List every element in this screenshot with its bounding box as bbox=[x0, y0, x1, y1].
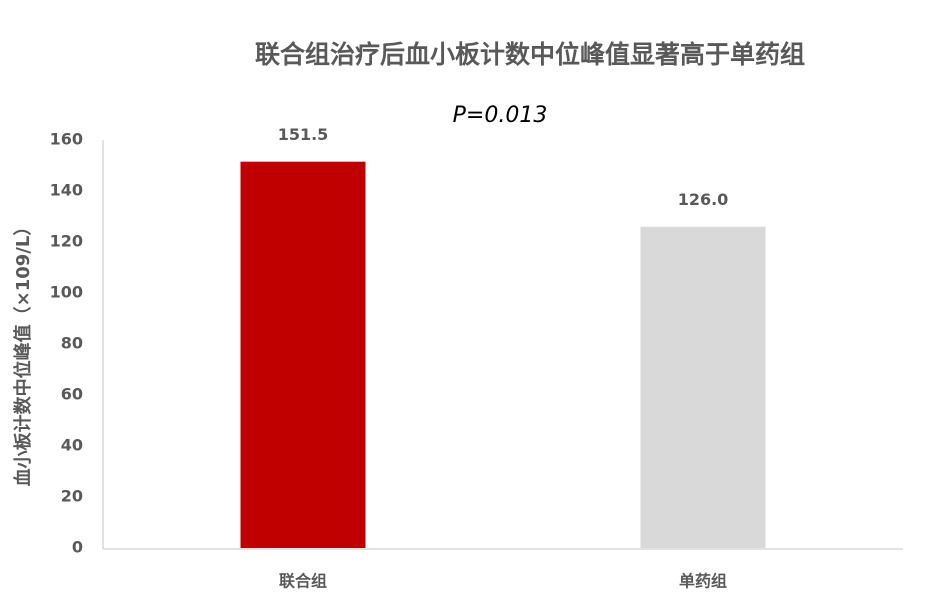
annotation: P=0.013 bbox=[453, 103, 548, 128]
value-label: 151.5 bbox=[278, 125, 329, 144]
y-tick-label: 120 bbox=[50, 232, 83, 251]
x-tick-label: 单药组 bbox=[679, 572, 727, 591]
bar bbox=[640, 226, 766, 548]
y-tick-label: 160 bbox=[50, 130, 83, 149]
y-tick-label: 20 bbox=[61, 487, 83, 506]
x-tick-label: 联合组 bbox=[279, 572, 327, 591]
y-tick-label: 40 bbox=[61, 436, 83, 455]
y-tick-label: 140 bbox=[50, 181, 83, 200]
y-tick-label: 100 bbox=[50, 283, 83, 302]
bar bbox=[240, 161, 366, 549]
y-tick-label: 80 bbox=[61, 334, 83, 353]
y-axis-label: 血小板计数中位峰值（×109/L） bbox=[12, 218, 34, 487]
y-tick-label: 60 bbox=[61, 385, 83, 404]
chart-title: 联合组治疗后血小板计数中位峰值显著高于单药组 bbox=[255, 40, 805, 69]
value-label: 126.0 bbox=[678, 190, 729, 209]
y-tick-label: 0 bbox=[72, 538, 83, 557]
